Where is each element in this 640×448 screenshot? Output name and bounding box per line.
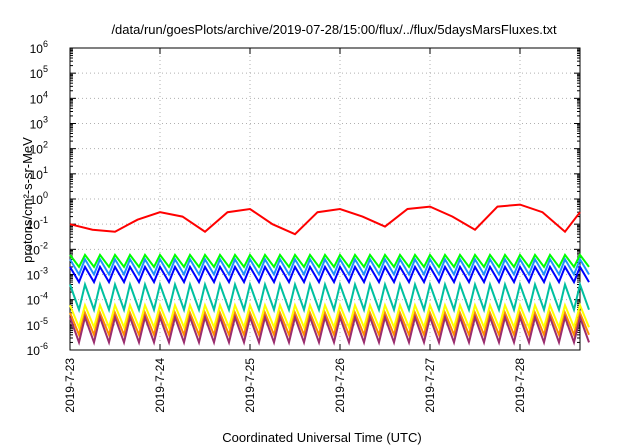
plot-area: 10-610-510-410-310-210-11001011021031041…	[27, 39, 590, 413]
series-line	[69, 257, 590, 277]
x-tick-label: 2019-7-28	[513, 358, 527, 413]
series-line	[69, 253, 590, 269]
y-tick-label: 103	[30, 115, 48, 132]
x-tick-label: 2019-7-23	[63, 358, 77, 413]
x-tick-label: 2019-7-27	[423, 358, 437, 413]
y-tick-label: 104	[30, 89, 48, 106]
y-tick-label: 106	[30, 39, 48, 56]
series-line	[69, 280, 590, 314]
x-axis-label: Coordinated Universal Time (UTC)	[222, 430, 421, 445]
y-tick-label: 105	[30, 64, 48, 81]
series-line	[69, 203, 581, 236]
series-line	[69, 309, 590, 338]
y-tick-label: 10-4	[27, 291, 48, 308]
x-tick-label: 2019-7-24	[153, 358, 167, 413]
plot-frame	[69, 47, 581, 351]
series-line	[69, 302, 590, 331]
y-tick-label: 10-5	[27, 316, 48, 333]
y-tick-label: 10-6	[27, 341, 48, 358]
series-line	[69, 264, 590, 285]
chart-title: /data/run/goesPlots/archive/2019-07-28/1…	[111, 22, 557, 37]
x-tick-label: 2019-7-25	[243, 358, 257, 413]
series-line	[69, 313, 590, 346]
y-axis-label: protons/cm²-s-sr-MeV	[20, 137, 35, 263]
x-tick-label: 2019-7-26	[333, 358, 347, 413]
y-tick-label: 10-3	[27, 266, 48, 283]
